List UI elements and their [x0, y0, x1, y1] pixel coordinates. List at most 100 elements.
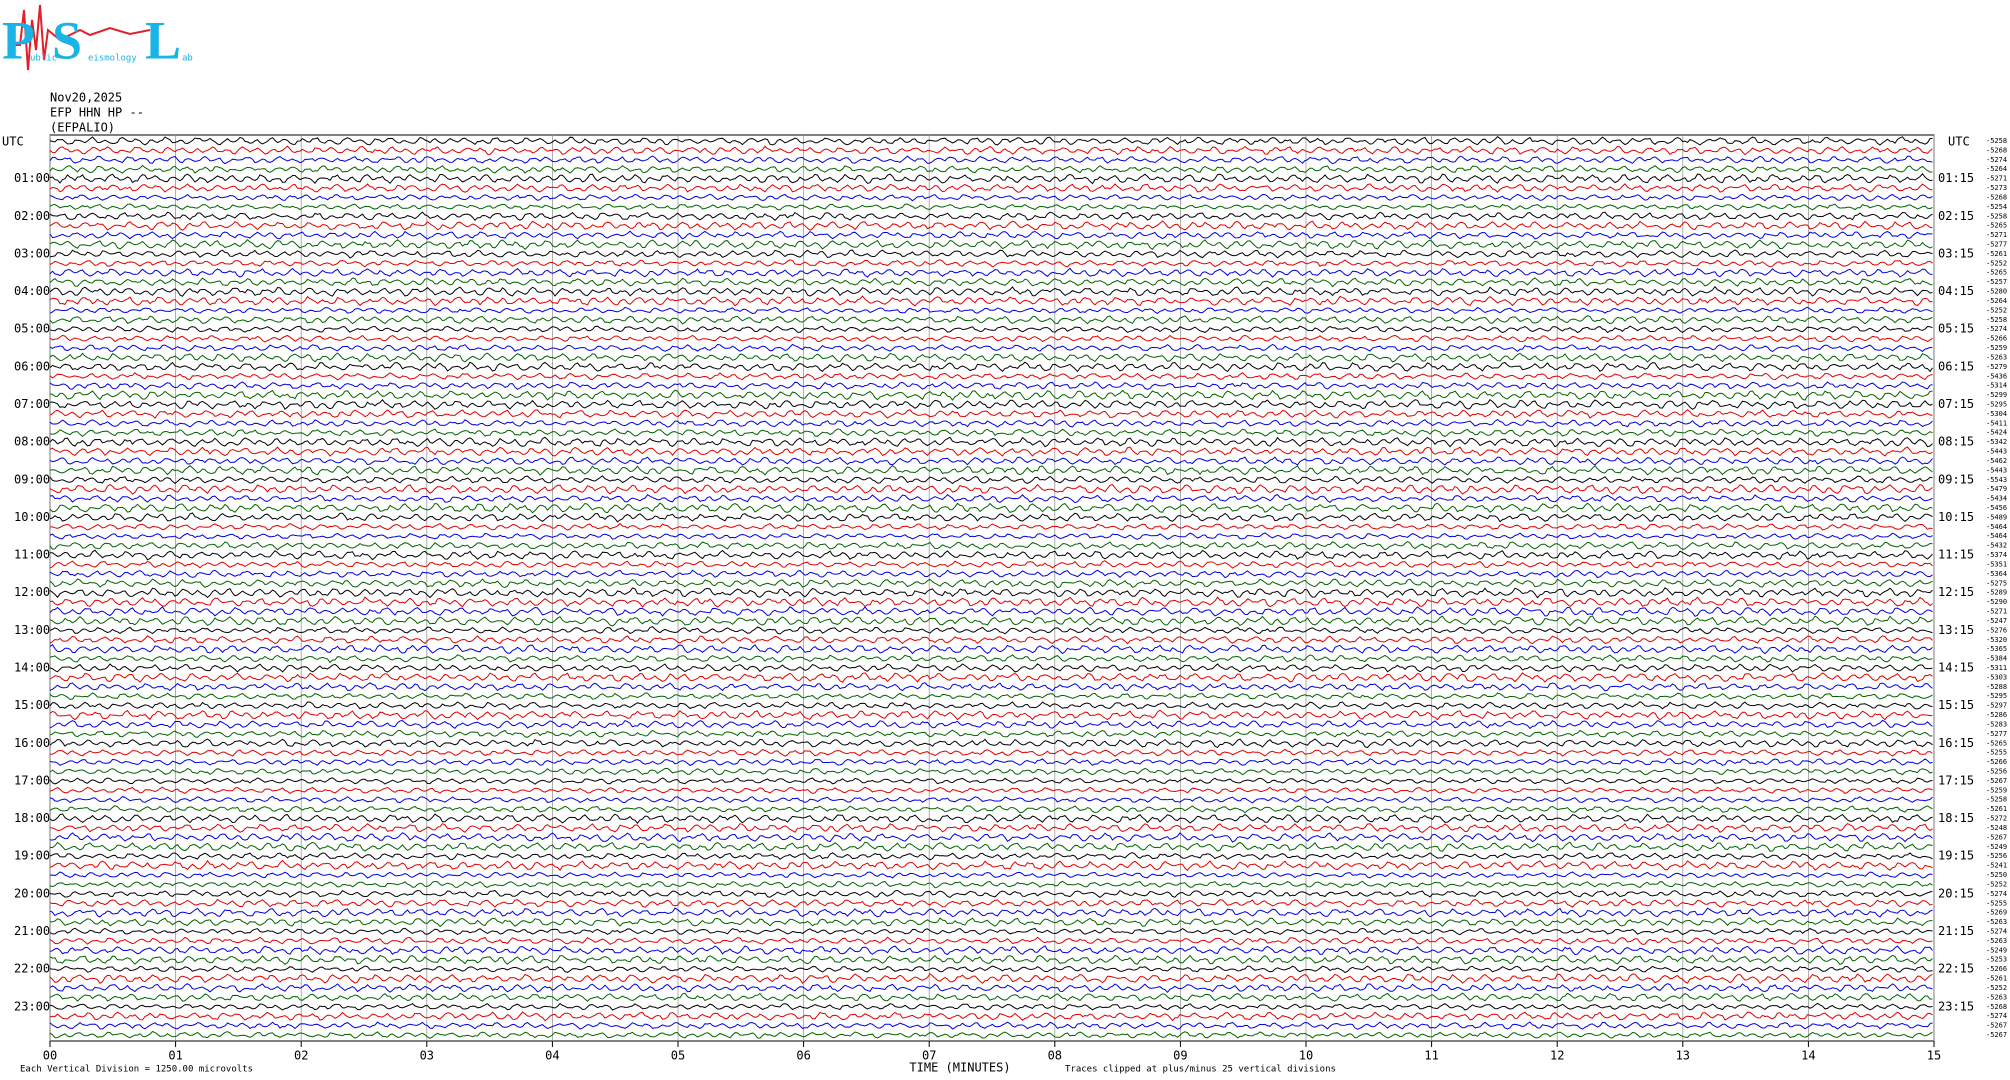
- logo-small: eismology: [88, 54, 137, 64]
- left-hour-label: 15:00: [14, 698, 50, 712]
- trace: [49, 587, 1933, 599]
- x-tick-label: 05: [671, 1049, 685, 1063]
- left-hour-label: 19:00: [14, 849, 50, 863]
- trace: [49, 1002, 1933, 1011]
- trace: [49, 927, 1933, 936]
- trace-offset: -5295: [1986, 692, 2007, 700]
- trace-offset: -5264: [1986, 297, 2007, 305]
- trace-offset: -5275: [1986, 579, 2007, 587]
- trace: [49, 973, 1933, 985]
- trace: [49, 709, 1933, 721]
- trace: [49, 777, 1933, 785]
- trace-offset: -5241: [1986, 862, 2007, 870]
- trace: [49, 306, 1933, 315]
- trace: [49, 315, 1933, 325]
- trace: [49, 1030, 1933, 1039]
- right-hour-label: 21:15: [1938, 924, 1974, 938]
- trace-offset: -5299: [1986, 391, 2007, 399]
- trace: [49, 692, 1933, 701]
- trace-offset: -5250: [1986, 871, 2007, 879]
- trace-offset: -5320: [1986, 636, 2007, 644]
- trace-offset: -5264: [1986, 165, 2007, 173]
- trace: [49, 822, 1933, 833]
- left-hour-label: 09:00: [14, 472, 50, 486]
- right-hour-label: 17:15: [1938, 773, 1974, 787]
- trace: [49, 738, 1933, 749]
- trace-offset: -5253: [1986, 956, 2007, 964]
- trace: [49, 643, 1933, 655]
- trace: [50, 522, 1933, 531]
- x-axis-label: TIME (MINUTES): [909, 1061, 1010, 1075]
- scale-note: Each Vertical Division = 1250.00 microvo…: [20, 1065, 253, 1075]
- trace: [49, 418, 1933, 428]
- trace: [49, 992, 1933, 1002]
- trace-offset: -5257: [1986, 278, 2007, 286]
- trace-offset: -5268: [1986, 1003, 2007, 1011]
- trace-offset: -5255: [1986, 899, 2007, 907]
- left-hour-label: 18:00: [14, 811, 50, 825]
- trace-offset: -5434: [1986, 495, 2007, 503]
- trace: [49, 259, 1933, 268]
- trace-offset: -5489: [1986, 513, 2007, 521]
- trace-offset: -5274: [1986, 325, 2007, 333]
- left-hour-label: 03:00: [14, 246, 50, 260]
- trace: [49, 578, 1933, 589]
- trace-offset: -5464: [1986, 532, 2007, 540]
- x-tick-label: 13: [1676, 1049, 1690, 1063]
- trace-offset: -5286: [1986, 711, 2007, 719]
- right-hour-label: 04:15: [1938, 284, 1974, 298]
- trace-offset: -5462: [1986, 457, 2007, 465]
- trace-offset: -5271: [1986, 175, 2007, 183]
- trace-offset: -5267: [1986, 1022, 2007, 1030]
- trace-offset: -5443: [1986, 466, 2007, 474]
- trace: [49, 758, 1933, 766]
- trace-offset: -5252: [1986, 984, 2007, 992]
- trace: [49, 295, 1933, 307]
- trace-offset: -5283: [1986, 720, 2007, 728]
- left-hour-label: 17:00: [14, 773, 50, 787]
- trace-offset: -5252: [1986, 306, 2007, 314]
- trace: [49, 285, 1933, 297]
- trace-offset: -5266: [1986, 335, 2007, 343]
- trace: [49, 748, 1933, 757]
- trace-offset: -5289: [1986, 589, 2007, 597]
- traces: [49, 136, 1933, 1039]
- left-hour-label: 04:00: [14, 284, 50, 298]
- left-axis-label: UTC: [2, 135, 24, 149]
- trace-offset: -5259: [1986, 786, 2007, 794]
- logo-letter: S: [52, 10, 82, 70]
- logo-letter: P: [2, 10, 35, 70]
- trace: [49, 456, 1933, 466]
- trace-offset: -5261: [1986, 805, 2007, 813]
- logo: P S L ublic eismology ab: [2, 4, 193, 70]
- trace-offset: -5263: [1986, 993, 2007, 1001]
- trace: [49, 277, 1933, 288]
- trace: [49, 428, 1933, 438]
- trace-offset: -5261: [1986, 975, 2007, 983]
- left-hour-label: 10:00: [14, 510, 50, 524]
- trace-offset: -5303: [1986, 673, 2007, 681]
- trace: [49, 907, 1933, 918]
- trace-offset: -5273: [1986, 184, 2007, 192]
- trace-offset: -5268: [1986, 146, 2007, 154]
- trace: [49, 954, 1933, 966]
- left-hour-label: 01:00: [14, 171, 50, 185]
- trace: [49, 654, 1933, 664]
- left-hour-label: 06:00: [14, 359, 50, 373]
- trace-offset: -5267: [1986, 833, 2007, 841]
- logo-small: ab: [182, 54, 193, 64]
- trace-offset: -5266: [1986, 758, 2007, 766]
- trace-offset: -5456: [1986, 504, 2007, 512]
- trace: [49, 381, 1933, 391]
- trace: [49, 249, 1933, 259]
- trace: [49, 211, 1933, 222]
- x-tick-label: 14: [1801, 1049, 1815, 1063]
- trace: [49, 672, 1933, 683]
- x-tick-label: 04: [545, 1049, 559, 1063]
- trace: [49, 343, 1933, 353]
- trace: [49, 352, 1933, 363]
- trace: [49, 767, 1933, 776]
- right-hour-label: 12:15: [1938, 585, 1974, 599]
- date: Nov20,2025: [50, 91, 122, 105]
- x-tick-label: 08: [1048, 1049, 1062, 1063]
